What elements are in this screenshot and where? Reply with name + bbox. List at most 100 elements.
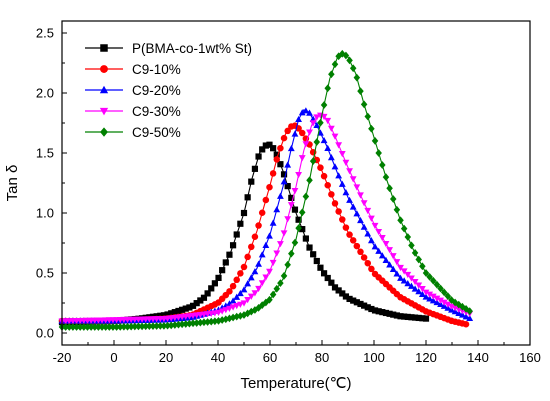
series-marker (189, 302, 197, 309)
series-marker (302, 107, 310, 114)
legend-label: P(BMA-co-1wt% St) (132, 41, 252, 56)
series-marker (186, 319, 193, 328)
series-marker (200, 294, 208, 301)
series-marker (200, 318, 208, 327)
x-tick-label: 0 (110, 350, 117, 365)
series-marker (335, 172, 343, 179)
series-marker (404, 313, 411, 321)
series-line (62, 124, 468, 326)
y-tick-label: 2.0 (36, 86, 54, 101)
series-marker (284, 216, 292, 223)
series-marker (415, 288, 423, 295)
series-marker (157, 322, 164, 330)
series-marker (302, 192, 310, 201)
legend-swatch-marker (100, 65, 108, 73)
series-marker (277, 144, 284, 152)
series-marker (335, 208, 342, 215)
series-marker (295, 224, 302, 232)
series-marker (233, 276, 240, 284)
series-marker (397, 313, 404, 320)
series-marker (269, 219, 277, 226)
series-marker (437, 297, 444, 304)
series-marker (273, 284, 281, 293)
series-marker (422, 293, 430, 300)
x-tick-label: -20 (53, 350, 72, 365)
series-marker (349, 176, 357, 183)
series-marker (426, 291, 434, 298)
series-marker (327, 125, 335, 132)
series-marker (360, 223, 368, 230)
series-marker (62, 323, 69, 331)
tick-layer: -20 0 20 40 60 80 100 120 140 160 0.0 0.5 1.0 1.5 2.0 2… (36, 26, 541, 366)
legend-item: C9-50% (85, 125, 181, 140)
series-marker (320, 101, 328, 109)
series-marker (219, 267, 226, 274)
series-marker (222, 307, 230, 314)
series-marker (408, 314, 415, 321)
legend-swatch-marker (100, 127, 108, 137)
series-marker (262, 274, 270, 281)
series-marker (400, 224, 408, 233)
series-marker (255, 222, 262, 229)
series-marker (302, 141, 310, 148)
series-marker (218, 308, 226, 315)
y-tick-label: 0.5 (36, 266, 54, 281)
series-marker (182, 320, 190, 328)
series-marker (189, 319, 197, 328)
series-marker (339, 290, 346, 297)
series-marker (400, 268, 408, 275)
series-marker (168, 310, 175, 317)
series-marker (266, 232, 273, 239)
series-marker (400, 277, 408, 284)
series-marker (349, 64, 357, 73)
series-marker (313, 114, 321, 121)
series-marker (360, 100, 368, 109)
series-marker (429, 293, 437, 300)
series-marker (273, 151, 280, 158)
series-marker (160, 321, 168, 330)
series-marker (197, 297, 204, 304)
x-tick-label: 40 (211, 350, 225, 365)
series-marker (182, 305, 189, 312)
series-marker (229, 304, 237, 311)
series-marker (270, 145, 277, 152)
series-marker (233, 231, 240, 238)
series-marker (389, 265, 397, 273)
series-marker (309, 120, 317, 127)
series-marker (313, 121, 321, 129)
series-marker (208, 285, 215, 292)
series-marker (178, 320, 186, 329)
x-tick-label: 100 (363, 350, 385, 365)
series-marker (331, 133, 339, 140)
series-marker (135, 322, 142, 331)
series-marker (389, 253, 397, 260)
series-marker (164, 321, 171, 330)
series-marker (167, 321, 175, 330)
series-marker (204, 318, 211, 326)
legend-item: C9-10% (85, 62, 181, 77)
series-marker (248, 178, 255, 185)
series-marker (419, 262, 426, 271)
series-marker (186, 304, 193, 311)
series-marker (288, 194, 295, 201)
series-marker (437, 284, 444, 293)
series-marker (371, 136, 379, 145)
series-marker (378, 252, 386, 259)
series-marker (124, 322, 131, 331)
series-marker (338, 180, 346, 187)
series-marker (317, 164, 324, 171)
series-marker (382, 173, 390, 182)
series-marker (382, 241, 390, 248)
series-marker (284, 127, 291, 135)
series-marker (411, 285, 419, 292)
series-marker (397, 264, 404, 272)
series-marker (149, 322, 157, 330)
series-marker (371, 222, 379, 230)
series-marker (360, 200, 368, 207)
series-marker (401, 313, 408, 320)
series-marker (291, 238, 299, 247)
series-marker (393, 259, 401, 266)
series-marker (339, 216, 346, 223)
series-marker (444, 292, 452, 301)
series-marker (411, 248, 419, 257)
